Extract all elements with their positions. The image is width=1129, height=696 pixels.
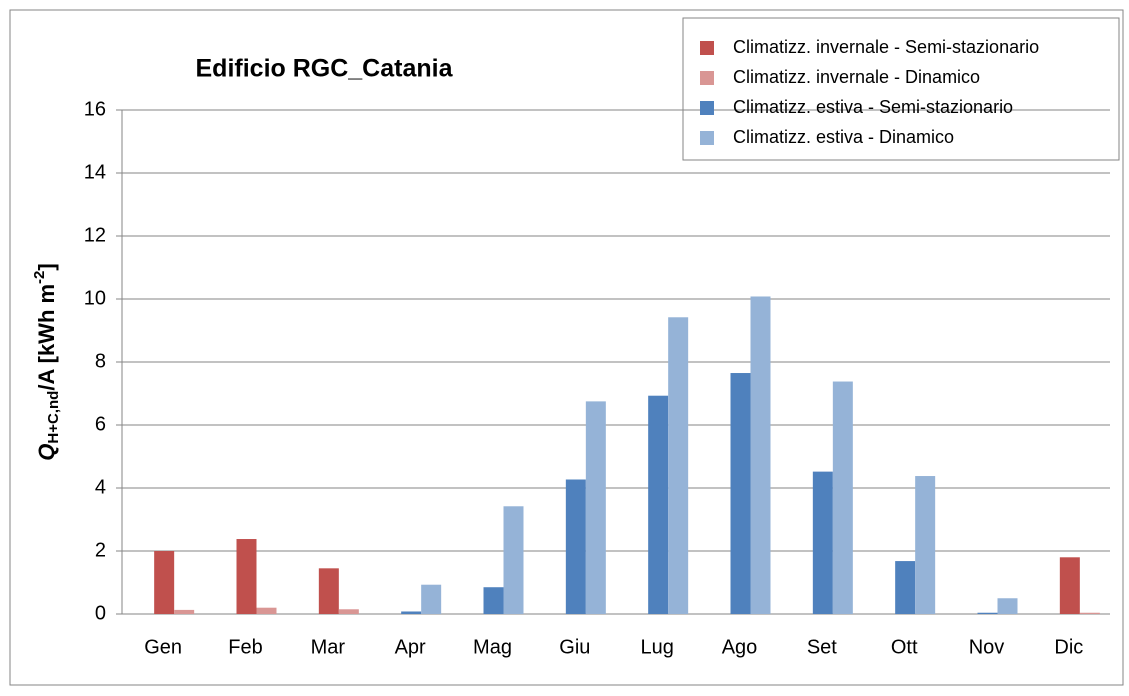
bar (318, 568, 339, 614)
y-tick-label: 10 (84, 287, 106, 309)
y-tick-label: 12 (84, 224, 106, 246)
x-tick-label: Lug (640, 636, 673, 658)
legend-swatch (700, 71, 714, 85)
x-tick-label: Feb (228, 636, 262, 658)
x-tick-label: Nov (969, 636, 1005, 658)
y-tick-label: 16 (84, 98, 106, 120)
legend-swatch (700, 41, 714, 55)
legend-label: Climatizz. estiva - Dinamico (733, 127, 954, 147)
x-tick-label: Ott (891, 636, 918, 658)
bar (256, 607, 277, 614)
bar (585, 401, 606, 614)
legend-swatch (700, 131, 714, 145)
bar (401, 611, 422, 614)
bar (338, 609, 359, 614)
bar (668, 317, 689, 614)
x-tick-label: Giu (559, 636, 590, 658)
x-tick-label: Mar (311, 636, 346, 658)
bar (832, 381, 853, 614)
y-tick-label: 6 (95, 413, 106, 435)
x-tick-label: Mag (473, 636, 512, 658)
y-axis-label: QH+C,nd/A [kWh m-2] (31, 263, 62, 460)
y-tick-label: 8 (95, 350, 106, 372)
bar (1059, 557, 1080, 614)
y-tick-label: 4 (95, 476, 106, 498)
bar (154, 551, 175, 614)
legend-label: Climatizz. invernale - Semi-stazionario (733, 37, 1039, 57)
bar (895, 561, 916, 614)
y-tick-label: 2 (95, 539, 106, 561)
x-tick-label: Apr (395, 636, 426, 658)
x-tick-label: Ago (722, 636, 758, 658)
bar (565, 479, 586, 614)
bar (997, 598, 1018, 614)
bar (421, 584, 442, 614)
y-tick-label: 0 (95, 602, 106, 624)
bar (648, 395, 669, 614)
legend-label: Climatizz. estiva - Semi-stazionario (733, 97, 1013, 117)
bar (750, 296, 771, 614)
legend-swatch (700, 101, 714, 115)
legend-box (682, 17, 1120, 161)
bar (503, 506, 524, 614)
chart-title: Edificio RGC_Catania (196, 55, 454, 83)
y-tick-label: 14 (84, 161, 106, 183)
x-tick-label: Dic (1054, 636, 1083, 658)
bar (483, 587, 504, 614)
x-tick-label: Gen (144, 636, 182, 658)
bar (174, 609, 195, 614)
legend-label: Climatizz. invernale - Dinamico (733, 67, 980, 87)
x-tick-label: Set (807, 636, 837, 658)
bar (1079, 612, 1100, 614)
bar (977, 612, 998, 614)
bar (812, 471, 833, 614)
bar (236, 539, 257, 614)
bar (915, 476, 936, 614)
bar (730, 373, 751, 614)
